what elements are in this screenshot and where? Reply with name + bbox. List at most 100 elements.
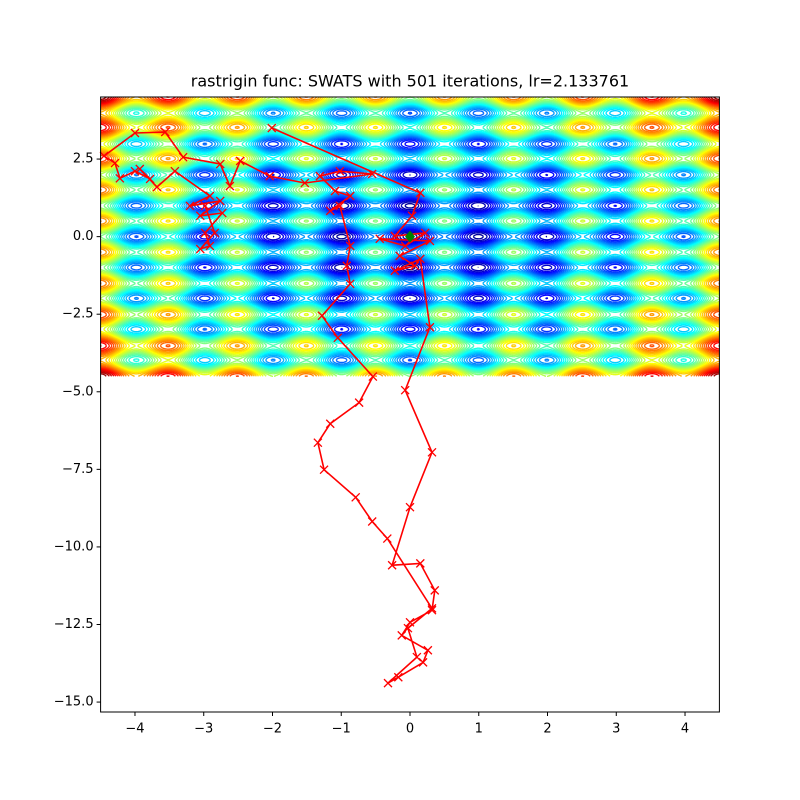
contour-line: [100, 96, 720, 377]
contour-line: [100, 96, 720, 377]
contour-line: [100, 96, 720, 377]
point-marker: [265, 171, 275, 181]
contour-line: [100, 96, 720, 377]
contour-line: [100, 96, 720, 377]
point-marker: [345, 191, 355, 201]
contour-line: [100, 96, 720, 377]
point-marker: [405, 230, 415, 243]
point-marker: [195, 211, 205, 221]
point-marker: [315, 171, 325, 181]
x-tick-label: −4: [125, 722, 144, 737]
contour-line: [108, 100, 712, 374]
point-marker: [412, 652, 422, 662]
x-tick-label: 3: [612, 722, 620, 737]
point-marker: [345, 241, 355, 251]
point-marker: [383, 678, 393, 688]
point-marker: [390, 231, 400, 241]
point-marker: [135, 164, 145, 174]
point-marker: [403, 623, 413, 633]
point-marker: [382, 534, 392, 544]
contour-line: [192, 138, 628, 336]
contour-line: [100, 96, 720, 377]
point-marker: [420, 228, 430, 238]
chart-title: rastrigin func: SWATS with 501 iteration…: [191, 72, 629, 91]
point-marker: [395, 251, 405, 261]
y-tick-label: −15.0: [54, 695, 94, 710]
point-marker: [387, 560, 397, 570]
point-marker: [115, 173, 125, 183]
point-marker: [145, 174, 155, 184]
point-marker: [410, 261, 420, 271]
point-marker: [367, 517, 377, 526]
point-marker: [205, 191, 215, 201]
y-tick-label: −10.0: [54, 539, 94, 554]
contour-line: [265, 171, 555, 303]
point-marker: [210, 228, 220, 238]
point-marker: [215, 196, 225, 206]
point-marker: [200, 201, 210, 211]
point-marker: [400, 385, 410, 395]
contour-line: [115, 103, 705, 371]
point-marker: [368, 372, 378, 382]
contour-line: [100, 96, 720, 377]
point-marker: [430, 585, 440, 595]
point-marker: [317, 311, 327, 321]
contour-line: [100, 96, 720, 377]
contour-line: [100, 96, 720, 377]
point-marker: [427, 603, 437, 613]
x-tick-label: 1: [475, 722, 483, 737]
point-marker: [152, 182, 162, 192]
point-marker: [325, 419, 335, 429]
point-marker: [415, 558, 425, 568]
y-tick-label: 2.5: [73, 152, 94, 167]
point-marker: [130, 128, 140, 138]
point-marker: [423, 645, 433, 655]
point-marker: [333, 333, 343, 343]
y-tick-label: 0.0: [73, 229, 94, 244]
point-marker: [330, 186, 340, 196]
contour-line: [120, 105, 700, 368]
point-marker: [300, 178, 310, 188]
point-marker: [427, 605, 437, 615]
contour-line: [99, 96, 721, 377]
point-marker: [407, 211, 417, 221]
contour-line: [105, 98, 715, 375]
contour-line: [100, 96, 720, 377]
x-tick-label: −1: [332, 722, 351, 737]
point-marker: [205, 241, 215, 251]
x-tick-label: −3: [194, 722, 213, 737]
point-marker: [367, 169, 377, 179]
contour-line: [118, 104, 702, 369]
contour-line: [100, 96, 720, 377]
point-marker: [313, 438, 323, 448]
x-tick-label: −2: [263, 722, 282, 737]
point-marker: [425, 236, 435, 246]
point-marker: [335, 201, 345, 211]
y-tick-label: −7.5: [62, 462, 94, 477]
point-marker: [397, 630, 407, 640]
point-marker: [217, 208, 227, 218]
point-marker: [235, 156, 245, 166]
point-marker: [342, 261, 352, 271]
point-marker: [170, 166, 180, 176]
point-marker: [160, 127, 170, 137]
point-marker: [415, 188, 425, 198]
point-marker: [325, 206, 335, 216]
point-marker: [375, 234, 385, 244]
x-tick-label: 2: [543, 722, 551, 737]
point-marker: [267, 123, 277, 133]
contour-line: [113, 102, 707, 371]
point-marker: [225, 181, 235, 191]
point-marker: [405, 617, 415, 627]
x-tick-label: 0: [406, 722, 414, 737]
point-marker: [335, 166, 345, 176]
contour-line: [117, 104, 703, 370]
y-tick-label: −2.5: [62, 307, 94, 322]
point-marker: [200, 228, 210, 238]
point-marker: [425, 322, 435, 332]
point-marker: [345, 279, 355, 289]
point-marker: [427, 447, 437, 457]
contour-line: [195, 139, 625, 334]
contour-line: [336, 202, 484, 271]
